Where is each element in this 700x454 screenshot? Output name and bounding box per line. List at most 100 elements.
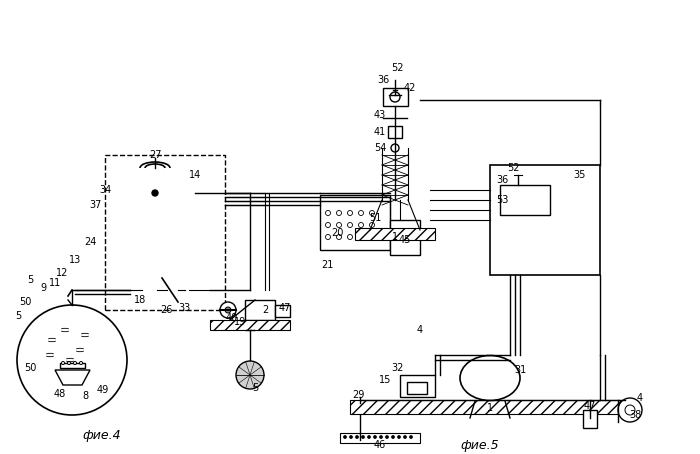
Text: 5: 5	[27, 275, 33, 285]
Circle shape	[337, 222, 342, 227]
Bar	[340, 433, 420, 443]
Circle shape	[220, 302, 236, 318]
Circle shape	[374, 435, 377, 439]
Text: 14: 14	[189, 170, 201, 180]
Circle shape	[370, 211, 374, 216]
Circle shape	[349, 435, 353, 439]
Text: 5: 5	[252, 383, 258, 393]
Text: фие.4: фие.4	[83, 429, 121, 441]
Circle shape	[618, 398, 642, 422]
Text: 54: 54	[374, 143, 386, 153]
Text: 5: 5	[15, 311, 21, 321]
Circle shape	[379, 435, 382, 439]
Bar	[320, 195, 390, 250]
Bar	[105, 155, 225, 310]
Text: 35: 35	[574, 170, 586, 180]
Text: 52: 52	[391, 63, 403, 73]
Text: 43: 43	[374, 110, 386, 120]
Circle shape	[358, 235, 363, 240]
Bar	[60, 363, 85, 368]
Circle shape	[80, 361, 83, 365]
Circle shape	[370, 222, 374, 227]
Text: 4: 4	[637, 393, 643, 403]
Circle shape	[67, 361, 71, 365]
Text: 18: 18	[134, 295, 146, 305]
Circle shape	[368, 435, 370, 439]
Circle shape	[62, 361, 64, 365]
Text: 50: 50	[24, 363, 36, 373]
Circle shape	[74, 361, 76, 365]
Bar	[500, 185, 550, 215]
Text: фие.5: фие.5	[461, 439, 499, 451]
Text: 11: 11	[49, 278, 61, 288]
Text: 48: 48	[54, 389, 66, 399]
Circle shape	[347, 235, 353, 240]
Circle shape	[326, 235, 330, 240]
Text: 21: 21	[321, 260, 333, 270]
Circle shape	[356, 435, 358, 439]
Circle shape	[358, 211, 363, 216]
Text: 12: 12	[56, 268, 68, 278]
Bar	[383, 88, 408, 106]
Polygon shape	[55, 370, 90, 385]
Bar	[350, 400, 630, 414]
Text: 36: 36	[377, 75, 389, 85]
Circle shape	[391, 144, 399, 152]
Text: 13: 13	[69, 255, 81, 265]
Text: 46: 46	[374, 440, 386, 450]
Circle shape	[337, 235, 342, 240]
Circle shape	[152, 190, 158, 196]
Circle shape	[326, 222, 330, 227]
Text: 8: 8	[82, 391, 88, 401]
Circle shape	[361, 435, 365, 439]
Text: 47: 47	[279, 303, 291, 313]
Circle shape	[326, 211, 330, 216]
Text: 29: 29	[352, 390, 364, 400]
Text: 36: 36	[496, 175, 508, 185]
Text: 41: 41	[374, 127, 386, 137]
Text: 45: 45	[399, 235, 411, 245]
Text: 24: 24	[84, 237, 96, 247]
Circle shape	[403, 435, 407, 439]
Circle shape	[370, 235, 374, 240]
Circle shape	[236, 361, 264, 389]
Bar	[275, 305, 290, 317]
Bar	[490, 165, 600, 275]
Text: 15: 15	[379, 375, 391, 385]
Circle shape	[337, 211, 342, 216]
Circle shape	[358, 222, 363, 227]
Bar	[407, 382, 427, 394]
Text: 27: 27	[148, 150, 161, 160]
Bar	[183, 283, 189, 299]
Text: 33: 33	[178, 303, 190, 313]
Text: 34: 34	[99, 185, 111, 195]
Circle shape	[390, 92, 400, 102]
Text: 50: 50	[19, 297, 32, 307]
Circle shape	[344, 435, 346, 439]
Text: 2: 2	[262, 305, 268, 315]
Text: 1: 1	[392, 232, 398, 242]
Bar	[583, 410, 597, 428]
Text: 9: 9	[40, 283, 46, 293]
Text: 52: 52	[507, 163, 519, 173]
Bar	[390, 220, 420, 255]
Text: 4: 4	[417, 325, 423, 335]
Circle shape	[398, 435, 400, 439]
Text: 49: 49	[97, 385, 109, 395]
Bar	[210, 320, 290, 330]
Text: 19: 19	[234, 317, 246, 327]
Text: 53: 53	[496, 195, 508, 205]
Circle shape	[386, 435, 389, 439]
Circle shape	[391, 435, 395, 439]
Text: 31: 31	[514, 365, 526, 375]
Circle shape	[17, 305, 127, 415]
Ellipse shape	[460, 355, 520, 400]
Circle shape	[347, 222, 353, 227]
Text: 20: 20	[331, 228, 343, 238]
Text: 51: 51	[369, 213, 382, 223]
Bar	[400, 375, 435, 397]
Text: 42: 42	[404, 83, 416, 93]
Text: 38: 38	[629, 410, 641, 420]
Text: 1: 1	[487, 403, 493, 413]
Text: 47: 47	[584, 401, 596, 411]
